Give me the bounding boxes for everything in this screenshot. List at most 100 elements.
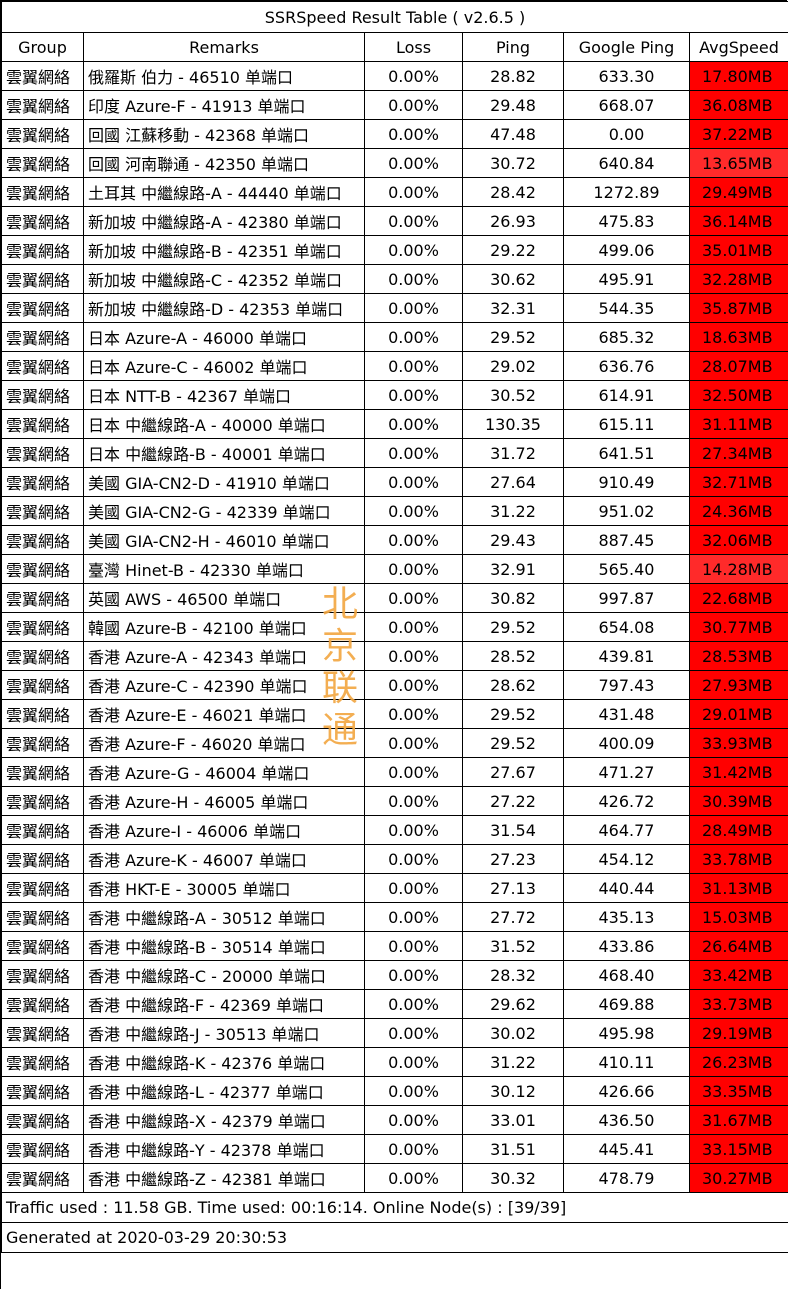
loss-cell: 0.00% xyxy=(364,525,463,555)
loss-cell: 0.00% xyxy=(364,873,463,903)
group-cell: 雲翼網絡 xyxy=(1,699,84,729)
remarks-cell: 韓國 Azure-B - 42100 单端口 xyxy=(83,612,365,642)
remarks-cell: 日本 中繼線路-A - 40000 单端口 xyxy=(83,409,365,439)
loss-cell: 0.00% xyxy=(364,786,463,816)
group-cell: 雲翼網絡 xyxy=(1,844,84,874)
ping-cell: 32.31 xyxy=(462,293,564,323)
avgspeed-cell: 33.73MB xyxy=(688,989,788,1019)
ping-cell: 27.13 xyxy=(462,873,564,903)
loss-cell: 0.00% xyxy=(364,409,463,439)
loss-cell: 0.00% xyxy=(364,467,463,497)
ping-cell: 28.62 xyxy=(462,670,564,700)
table-row: 雲翼網絡 日本 NTT-B - 42367 单端口 0.00% 30.52 614.91… xyxy=(1,380,788,410)
table-row: 雲翼網絡 香港 中繼線路-B - 30514 单端口 0.00% 31.52 433.8… xyxy=(1,931,788,961)
avgspeed-cell: 35.87MB xyxy=(688,293,788,323)
stamp-char: 联 xyxy=(321,668,358,709)
google-ping-cell: 435.13 xyxy=(563,902,690,932)
google-ping-cell: 464.77 xyxy=(563,815,690,845)
loss-cell: 0.00% xyxy=(364,380,463,410)
loss-cell: 0.00% xyxy=(364,641,463,671)
ping-cell: 30.62 xyxy=(462,264,564,294)
loss-cell: 0.00% xyxy=(364,90,463,120)
remarks-cell: 香港 Azure-C - 42390 单端口 xyxy=(83,670,365,700)
group-cell: 雲翼網絡 xyxy=(1,206,84,236)
loss-cell: 0.00% xyxy=(364,206,463,236)
google-ping-cell: 475.83 xyxy=(563,206,690,236)
ping-cell: 31.22 xyxy=(462,496,564,526)
loss-cell: 0.00% xyxy=(364,264,463,294)
table-row: 雲翼網絡 香港 Azure-G - 46004 单端口 0.00% 27.67 471.… xyxy=(1,757,788,787)
google-ping-cell: 440.44 xyxy=(563,873,690,903)
ping-cell: 31.54 xyxy=(462,815,564,845)
google-ping-cell: 544.35 xyxy=(563,293,690,323)
ping-cell: 130.35 xyxy=(462,409,564,439)
table-row: 雲翼網絡 韓國 Azure-B - 42100 单端口 0.00% 29.52 654.… xyxy=(1,612,788,642)
ping-cell: 27.72 xyxy=(462,902,564,932)
group-cell: 雲翼網絡 xyxy=(1,902,84,932)
remarks-cell: 香港 中繼線路-X - 42379 单端口 xyxy=(83,1105,365,1135)
loss-cell: 0.00% xyxy=(364,1105,463,1135)
group-cell: 雲翼網絡 xyxy=(1,931,84,961)
group-cell: 雲翼網絡 xyxy=(1,873,84,903)
ping-cell: 29.62 xyxy=(462,989,564,1019)
ping-cell: 28.52 xyxy=(462,641,564,671)
google-ping-cell: 468.40 xyxy=(563,960,690,990)
loss-cell: 0.00% xyxy=(364,902,463,932)
ping-cell: 47.48 xyxy=(462,119,564,149)
avgspeed-cell: 32.28MB xyxy=(688,264,788,294)
table-row: 雲翼網絡 香港 中繼線路-J - 30513 单端口 0.00% 30.02 495.9… xyxy=(1,1018,788,1048)
google-ping-cell: 951.02 xyxy=(563,496,690,526)
loss-cell: 0.00% xyxy=(364,554,463,584)
loss-cell: 0.00% xyxy=(364,1018,463,1048)
remarks-cell: 香港 中繼線路-Y - 42378 单端口 xyxy=(83,1134,365,1164)
google-ping-cell: 633.30 xyxy=(563,61,690,91)
watermark-stamp: 北 京 联 通 xyxy=(318,584,362,752)
remarks-cell: 香港 Azure-I - 46006 单端口 xyxy=(83,815,365,845)
ping-cell: 29.43 xyxy=(462,525,564,555)
remarks-cell: 香港 中繼線路-L - 42377 单端口 xyxy=(83,1076,365,1106)
header-loss: Loss xyxy=(364,32,463,62)
avgspeed-cell: 28.53MB xyxy=(688,641,788,671)
avgspeed-cell: 31.13MB xyxy=(688,873,788,903)
google-ping-cell: 641.51 xyxy=(563,438,690,468)
avgspeed-cell: 18.63MB xyxy=(688,322,788,352)
avgspeed-cell: 33.15MB xyxy=(688,1134,788,1164)
remarks-cell: 俄羅斯 伯力 - 46510 单端口 xyxy=(83,61,365,91)
avgspeed-cell: 33.93MB xyxy=(688,728,788,758)
loss-cell: 0.00% xyxy=(364,148,463,178)
remarks-cell: 回國 河南聯通 - 42350 单端口 xyxy=(83,148,365,178)
generated-timestamp: Generated at 2020-03-29 20:30:53 xyxy=(0,1222,788,1253)
table-row: 雲翼網絡 香港 Azure-I - 46006 单端口 0.00% 31.54 464.… xyxy=(1,815,788,845)
avgspeed-cell: 35.01MB xyxy=(688,235,788,265)
remarks-cell: 香港 中繼線路-K - 42376 单端口 xyxy=(83,1047,365,1077)
group-cell: 雲翼網絡 xyxy=(1,409,84,439)
header-ping: Ping xyxy=(462,32,564,62)
header-row: Group Remarks Loss Ping Google Ping AvgS… xyxy=(1,32,788,62)
remarks-cell: 回國 江蘇移動 - 42368 单端口 xyxy=(83,119,365,149)
google-ping-cell: 469.88 xyxy=(563,989,690,1019)
ping-cell: 30.72 xyxy=(462,148,564,178)
google-ping-cell: 433.86 xyxy=(563,931,690,961)
remarks-cell: 日本 NTT-B - 42367 单端口 xyxy=(83,380,365,410)
group-cell: 雲翼網絡 xyxy=(1,554,84,584)
loss-cell: 0.00% xyxy=(364,844,463,874)
avgspeed-cell: 28.49MB xyxy=(688,815,788,845)
ping-cell: 30.82 xyxy=(462,583,564,613)
avgspeed-cell: 32.50MB xyxy=(688,380,788,410)
table-row: 雲翼網絡 臺灣 Hinet-B - 42330 单端口 0.00% 32.91 565.… xyxy=(1,554,788,584)
table-row: 雲翼網絡 香港 Azure-A - 42343 单端口 0.00% 28.52 439.… xyxy=(1,641,788,671)
loss-cell: 0.00% xyxy=(364,699,463,729)
loss-cell: 0.00% xyxy=(364,351,463,381)
loss-cell: 0.00% xyxy=(364,119,463,149)
stamp-char: 京 xyxy=(321,626,358,667)
table-row: 雲翼網絡 香港 HKT-E - 30005 单端口 0.00% 27.13 440.44… xyxy=(1,873,788,903)
google-ping-cell: 654.08 xyxy=(563,612,690,642)
table-row: 雲翼網絡 日本 中繼線路-A - 40000 单端口 0.00% 130.35 615.… xyxy=(1,409,788,439)
table-row: 雲翼網絡 香港 中繼線路-Y - 42378 单端口 0.00% 31.51 445.4… xyxy=(1,1134,788,1164)
remarks-cell: 美國 GIA-CN2-G - 42339 单端口 xyxy=(83,496,365,526)
google-ping-cell: 499.06 xyxy=(563,235,690,265)
avgspeed-cell: 33.42MB xyxy=(688,960,788,990)
group-cell: 雲翼網絡 xyxy=(1,496,84,526)
avgspeed-cell: 32.71MB xyxy=(688,467,788,497)
